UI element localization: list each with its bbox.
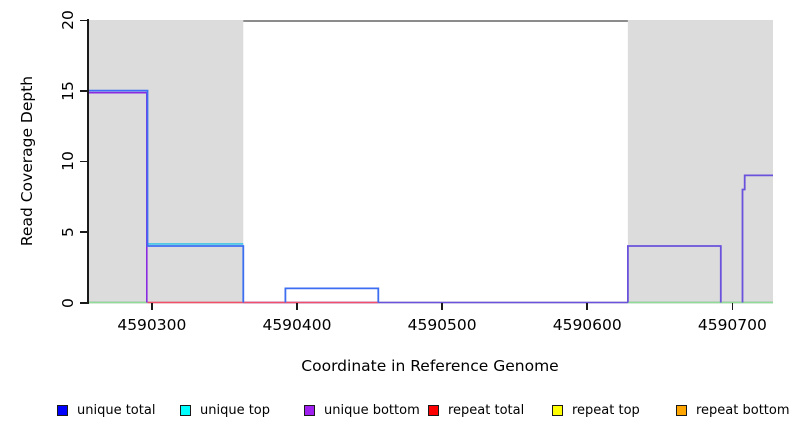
x-axis-title: Coordinate in Reference Genome (301, 357, 559, 375)
plot-area (88, 20, 773, 304)
x-tick-4590500 (441, 303, 443, 310)
shaded-region-right (627, 20, 773, 303)
legend-swatch-repeat-bottom (676, 404, 687, 416)
legend-swatch-unique-total (57, 404, 68, 416)
legend-item-repeat-total: repeat total (428, 401, 524, 419)
series-line-violet-right-4-box (627, 245, 722, 303)
legend-label-repeat-total: repeat total (448, 402, 525, 418)
x-tick-4590400 (296, 303, 298, 310)
y-tick-label-10: 10 (59, 151, 77, 172)
x-tick-label-4590300: 4590300 (117, 316, 187, 334)
legend-swatch-repeat-total (428, 404, 439, 416)
legend-label-unique-total: unique total (77, 402, 156, 418)
legend-item-repeat-bottom: repeat bottom (676, 401, 790, 419)
shaded-region-left (88, 20, 244, 303)
legend-label-unique-bottom: unique bottom (324, 402, 420, 418)
y-tick-20 (80, 19, 88, 21)
legend-item-unique-bottom: unique bottom (304, 401, 420, 419)
y-tick-10 (80, 160, 88, 163)
legend-swatch-unique-top (180, 404, 191, 416)
legend-item-unique-top: unique top (180, 401, 270, 419)
y-tick-label-20: 20 (59, 10, 77, 30)
legend-label-unique-top: unique top (200, 402, 271, 418)
x-tick-4590300 (151, 303, 153, 310)
x-tick-4590600 (586, 303, 588, 310)
y-tick-0 (80, 302, 88, 304)
y-tick-5 (80, 231, 88, 233)
series-line-blue-left-steps (88, 89, 245, 303)
series-line-violet-right-9-steps (741, 174, 773, 303)
legend-label-repeat-top: repeat top (572, 402, 640, 418)
y-tick-15 (80, 90, 88, 92)
y-tick-label-15: 15 (59, 80, 77, 101)
series-line-blue-1-box (284, 287, 380, 303)
legend-swatch-repeat-top (552, 404, 563, 416)
x-tick-4590700 (731, 303, 734, 310)
legend-swatch-unique-bottom (304, 404, 315, 416)
legend-item-unique-total: unique total (57, 401, 155, 419)
legend-label-repeat-bottom: repeat bottom (696, 402, 790, 418)
x-tick-label-4590600: 4590600 (552, 316, 622, 334)
x-tick-label-4590400: 4590400 (262, 316, 332, 334)
y-tick-label-5: 5 (59, 226, 77, 237)
legend: unique total unique top unique bottom repea… (0, 401, 792, 421)
y-tick-label-0: 0 (59, 297, 77, 308)
y-axis-title: Read Coverage Depth (18, 75, 36, 247)
x-tick-label-4590700: 4590700 (697, 316, 767, 334)
legend-item-repeat-top: repeat top (552, 401, 640, 419)
x-tick-label-4590500: 4590500 (407, 316, 477, 334)
